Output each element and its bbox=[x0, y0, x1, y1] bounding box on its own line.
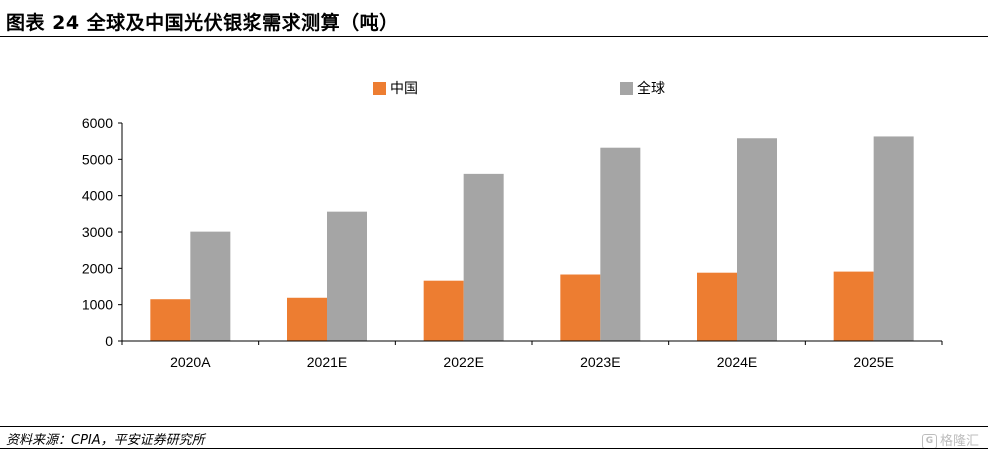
bar-chart: 中国 全球 0 1000 2000 3000 4000 5000 6000 2020A 2021… bbox=[82, 80, 943, 370]
x-tick-label: 2024E bbox=[717, 354, 757, 370]
bar-global-2022E bbox=[463, 173, 504, 341]
watermark-logo-icon: G bbox=[922, 434, 937, 449]
bar-china-2021E bbox=[287, 297, 327, 341]
x-axis: 2020A 2021E 2022E 2023E 2024E 2025E bbox=[121, 340, 943, 370]
chart-title: 图表 24 全球及中国光伏银浆需求测算（吨） bbox=[6, 12, 399, 34]
bar-global-2023E bbox=[600, 147, 641, 341]
footer-bottom-rule bbox=[0, 448, 988, 449]
bar-global-2025E bbox=[873, 136, 914, 341]
y-tick-label: 5000 bbox=[82, 151, 113, 167]
title-bar: 图表 24 全球及中国光伏银浆需求测算（吨） bbox=[0, 0, 988, 37]
bar-global-2020A bbox=[190, 231, 231, 341]
watermark: G 格隆汇 bbox=[922, 430, 979, 449]
bar-china-2023E bbox=[560, 274, 601, 341]
x-tick-label: 2022E bbox=[443, 354, 483, 370]
y-tick-label: 2000 bbox=[82, 260, 113, 276]
watermark-text: 格隆汇 bbox=[940, 434, 980, 449]
footer-top-rule bbox=[0, 426, 988, 427]
y-axis: 0 1000 2000 3000 4000 5000 6000 bbox=[82, 115, 123, 349]
x-tick-label: 2025E bbox=[853, 354, 893, 370]
bar-series bbox=[150, 136, 914, 341]
x-tick-label: 2023E bbox=[580, 354, 620, 370]
source-note: 资料来源：CPIA，平安证券研究所 bbox=[6, 433, 205, 448]
y-tick-label: 6000 bbox=[82, 115, 113, 131]
x-tick-label: 2020A bbox=[170, 354, 211, 370]
bar-china-2022E bbox=[423, 280, 464, 341]
bar-china-2024E bbox=[697, 272, 737, 341]
y-tick-label: 0 bbox=[105, 333, 113, 349]
legend-swatch-2 bbox=[620, 82, 633, 95]
y-tick-label: 1000 bbox=[82, 297, 113, 313]
bar-global-2021E bbox=[327, 211, 367, 341]
y-tick-label: 3000 bbox=[82, 224, 113, 240]
legend-swatch-1 bbox=[373, 82, 386, 95]
chart-legend: 中国 全球 bbox=[373, 80, 665, 97]
bar-china-2025E bbox=[833, 271, 874, 341]
bar-global-2024E bbox=[737, 138, 777, 341]
legend-label-1: 中国 bbox=[390, 81, 418, 97]
bar-china-2020A bbox=[150, 299, 191, 341]
legend-label-2: 全球 bbox=[637, 80, 665, 97]
y-tick-label: 4000 bbox=[82, 188, 113, 204]
x-tick-label: 2021E bbox=[307, 354, 347, 370]
